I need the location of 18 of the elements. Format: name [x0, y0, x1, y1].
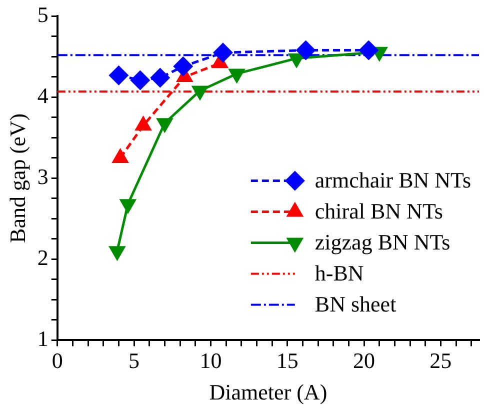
legend-label: chiral BN NTs — [314, 198, 443, 224]
legend-label: h-BN — [314, 260, 364, 286]
x-tick-label: 5 — [128, 348, 140, 374]
y-tick-label: 1 — [37, 326, 48, 351]
y-tick-label: 2 — [37, 244, 48, 270]
y-tick-label: 5 — [37, 2, 48, 27]
x-axis-title: Diameter (A) — [209, 380, 328, 405]
legend-label: BN sheet — [314, 291, 396, 316]
x-tick-label: 10 — [200, 348, 222, 374]
legend-label: armchair BN NTs — [314, 167, 472, 192]
y-tick-label: 4 — [37, 82, 48, 108]
x-tick-label: 25 — [430, 348, 452, 374]
legend-label: zigzag BN NTs — [314, 229, 450, 254]
y-axis-title: Band gap (eV) — [4, 113, 30, 243]
x-tick-label: 15 — [276, 348, 298, 374]
x-tick-label: 20 — [353, 348, 376, 374]
y-tick-label: 3 — [37, 164, 48, 189]
x-tick-label: 0 — [52, 348, 63, 374]
